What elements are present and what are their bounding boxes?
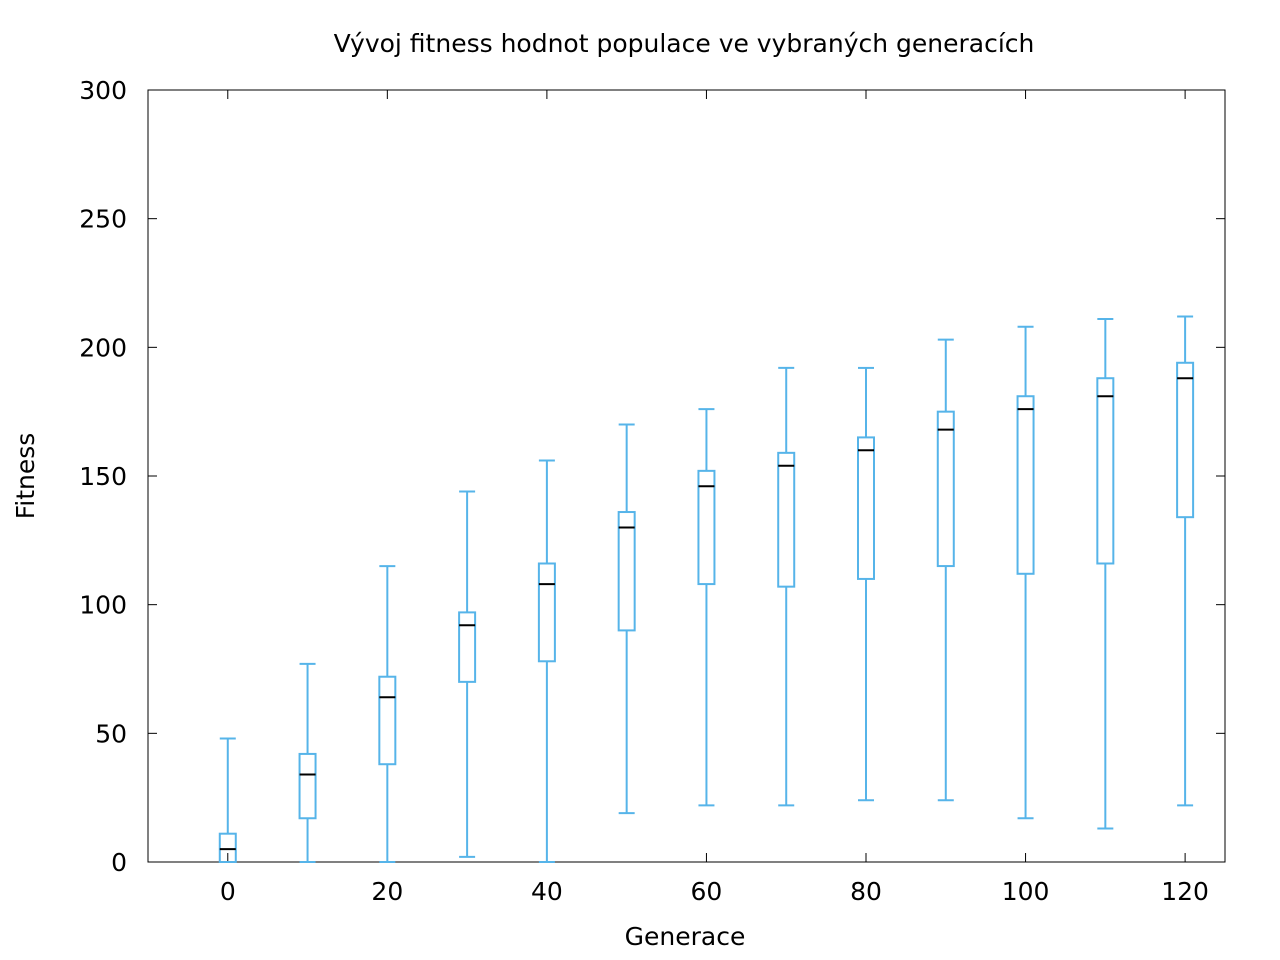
box-iqr (298, 752, 317, 820)
box-gen-10 (298, 662, 317, 863)
box-gen-80 (857, 366, 875, 802)
x-tick-label: 120 (1161, 877, 1209, 906)
box-gen-120 (1176, 315, 1195, 807)
y-tick-label: 150 (79, 462, 127, 491)
y-axis-label: Fitness (11, 433, 40, 520)
box-iqr (617, 511, 636, 632)
x-tick-label: 20 (371, 877, 403, 906)
box-gen-100 (1016, 325, 1035, 820)
x-tick-label: 40 (531, 877, 563, 906)
box-iqr (777, 451, 796, 588)
y-tick-label: 250 (79, 205, 127, 234)
box-gen-0 (218, 737, 237, 864)
y-tick-label: 300 (79, 76, 127, 105)
y-tick-label: 100 (79, 591, 127, 620)
chart-title: Vývoj fitness hodnot populace ve vybraný… (334, 29, 1035, 58)
box-iqr (1176, 361, 1195, 519)
box-gen-70 (777, 366, 796, 807)
y-tick-label: 50 (95, 719, 127, 748)
box-gen-40 (537, 459, 556, 863)
box-iqr (1016, 395, 1035, 575)
box-iqr (218, 832, 237, 864)
box-iqr (378, 675, 397, 766)
y-tick-label: 0 (111, 848, 127, 877)
box-iqr (697, 469, 716, 586)
x-tick-label: 60 (691, 877, 723, 906)
x-tick-label: 0 (220, 877, 236, 906)
box-iqr (1096, 377, 1115, 565)
x-axis-label: Generace (625, 922, 746, 951)
x-tick-label: 80 (850, 877, 882, 906)
plot-frame (147, 89, 1226, 863)
y-tick-label: 200 (79, 333, 127, 362)
box-iqr (857, 436, 875, 580)
box-iqr (936, 410, 955, 568)
box-gen-30 (458, 490, 477, 858)
box-gen-90 (936, 338, 955, 802)
box-gen-50 (617, 423, 636, 815)
box-gen-110 (1096, 318, 1115, 830)
box-iqr (537, 562, 556, 663)
plot-area: 0 50 100 150 200 250 300 0 20 40 60 80 100 120 (79, 76, 1226, 906)
x-tick-label: 100 (1002, 877, 1050, 906)
box-gen-20 (378, 565, 397, 863)
box-iqr (458, 611, 477, 683)
box-gen-60 (697, 408, 716, 807)
